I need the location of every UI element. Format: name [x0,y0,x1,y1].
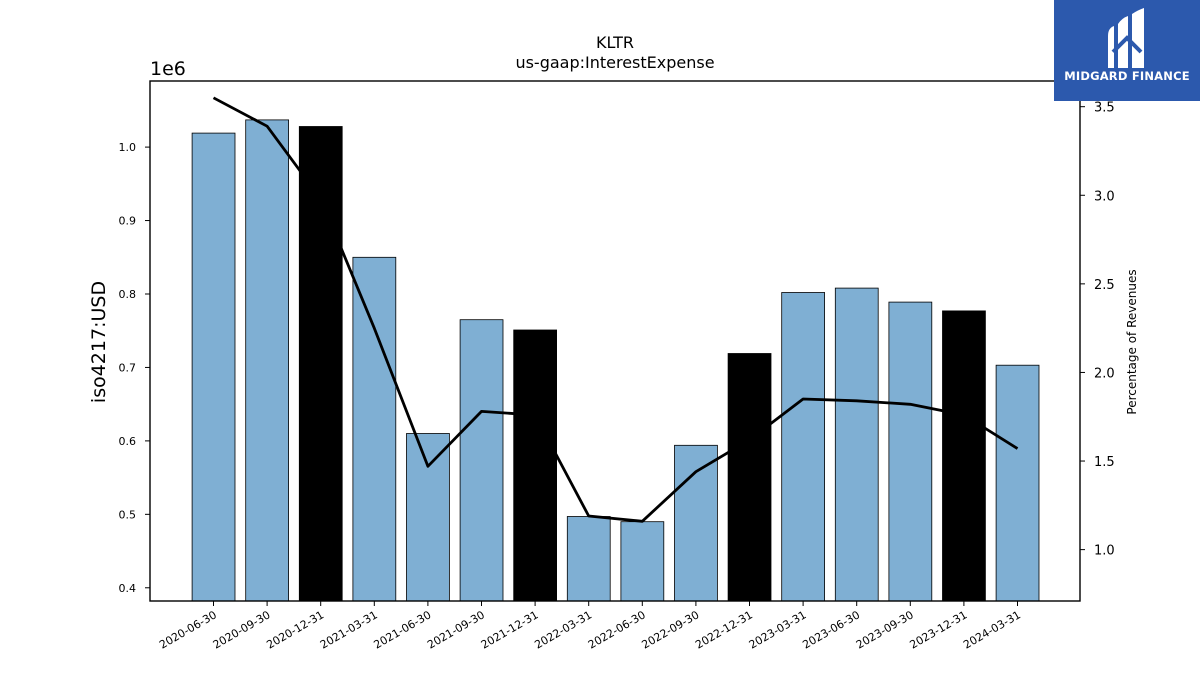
brand-logo: MIDGARD FINANCE [1054,0,1200,101]
bar-2022-12-31 [727,353,772,602]
bar-2023-06-30 [834,287,879,602]
bar-2021-06-30 [406,433,450,602]
y2-tick-label: 2.0 [1094,366,1115,381]
y-tick-label: 0.5 [119,508,137,521]
logo-text: MIDGARD FINANCE [1064,69,1190,83]
y-multiplier-label: 1e6 [150,58,186,80]
y-tick-label: 0.7 [119,361,137,374]
x-tick-label: 2023-06-30 [800,608,862,651]
bar-2020-09-30 [245,119,289,602]
bar-2023-12-31 [942,310,986,602]
x-tick-label: 2020-09-30 [211,608,273,651]
bar-2021-03-31 [352,256,397,602]
chart-subtitle: us-gaap:InterestExpense [515,53,714,72]
bar-2022-09-30 [674,444,718,602]
y2-tick-label: 3.0 [1094,189,1115,204]
line-series [212,96,1019,523]
bar-2022-06-30 [620,521,665,602]
x-tick-label: 2024-03-31 [961,608,1023,651]
bar-2021-09-30 [459,319,504,602]
x-tick-label: 2020-06-30 [157,608,219,651]
percentage-line [212,96,1019,523]
y2-tick-label: 2.5 [1094,278,1115,293]
x-tick-label: 2022-03-31 [532,608,594,651]
bar-2021-12-31 [513,329,558,602]
x-tick-label: 2022-06-30 [586,608,648,651]
y-tick-label: 1.0 [119,141,137,154]
y2-tick-label: 1.0 [1094,544,1115,559]
chart-title: KLTR [596,33,634,52]
y-tick-label: 0.6 [119,435,137,448]
bar-2020-06-30 [191,132,236,602]
x-tick-label: 2022-12-31 [693,608,755,651]
y-axis-label: iso4217:USD [88,281,110,403]
x-tick-label: 2021-06-30 [372,608,434,651]
bar-2024-03-31 [995,364,1040,602]
x-tick-label: 2023-12-31 [908,608,970,651]
x-tick-label: 2021-12-31 [479,608,541,651]
y-tick-label: 0.8 [119,288,137,301]
plot-frame [149,80,1081,602]
bar-2020-12-31 [298,126,343,602]
y-tick-label: 0.4 [119,582,137,595]
y2-axis-label: Percentage of Revenues [1125,269,1139,414]
x-tick-label: 2020-12-31 [264,608,326,651]
x-tick-label: 2022-09-30 [640,608,702,651]
bar-2023-09-30 [888,301,933,602]
y2-tick-label: 3.5 [1094,101,1115,116]
logo-icon [1108,8,1144,68]
x-tick-label: 2023-03-31 [747,608,809,651]
x-tick-label: 2023-09-30 [854,608,916,651]
x-tick-label: 2021-09-30 [425,608,487,651]
x-tick-label: 2021-03-31 [318,608,380,651]
y2-tick-label: 1.5 [1094,455,1115,470]
y-tick-label: 0.9 [119,215,137,228]
bar-2023-03-31 [781,292,826,602]
bar-2022-03-31 [566,516,611,602]
bar-series [191,119,1040,602]
